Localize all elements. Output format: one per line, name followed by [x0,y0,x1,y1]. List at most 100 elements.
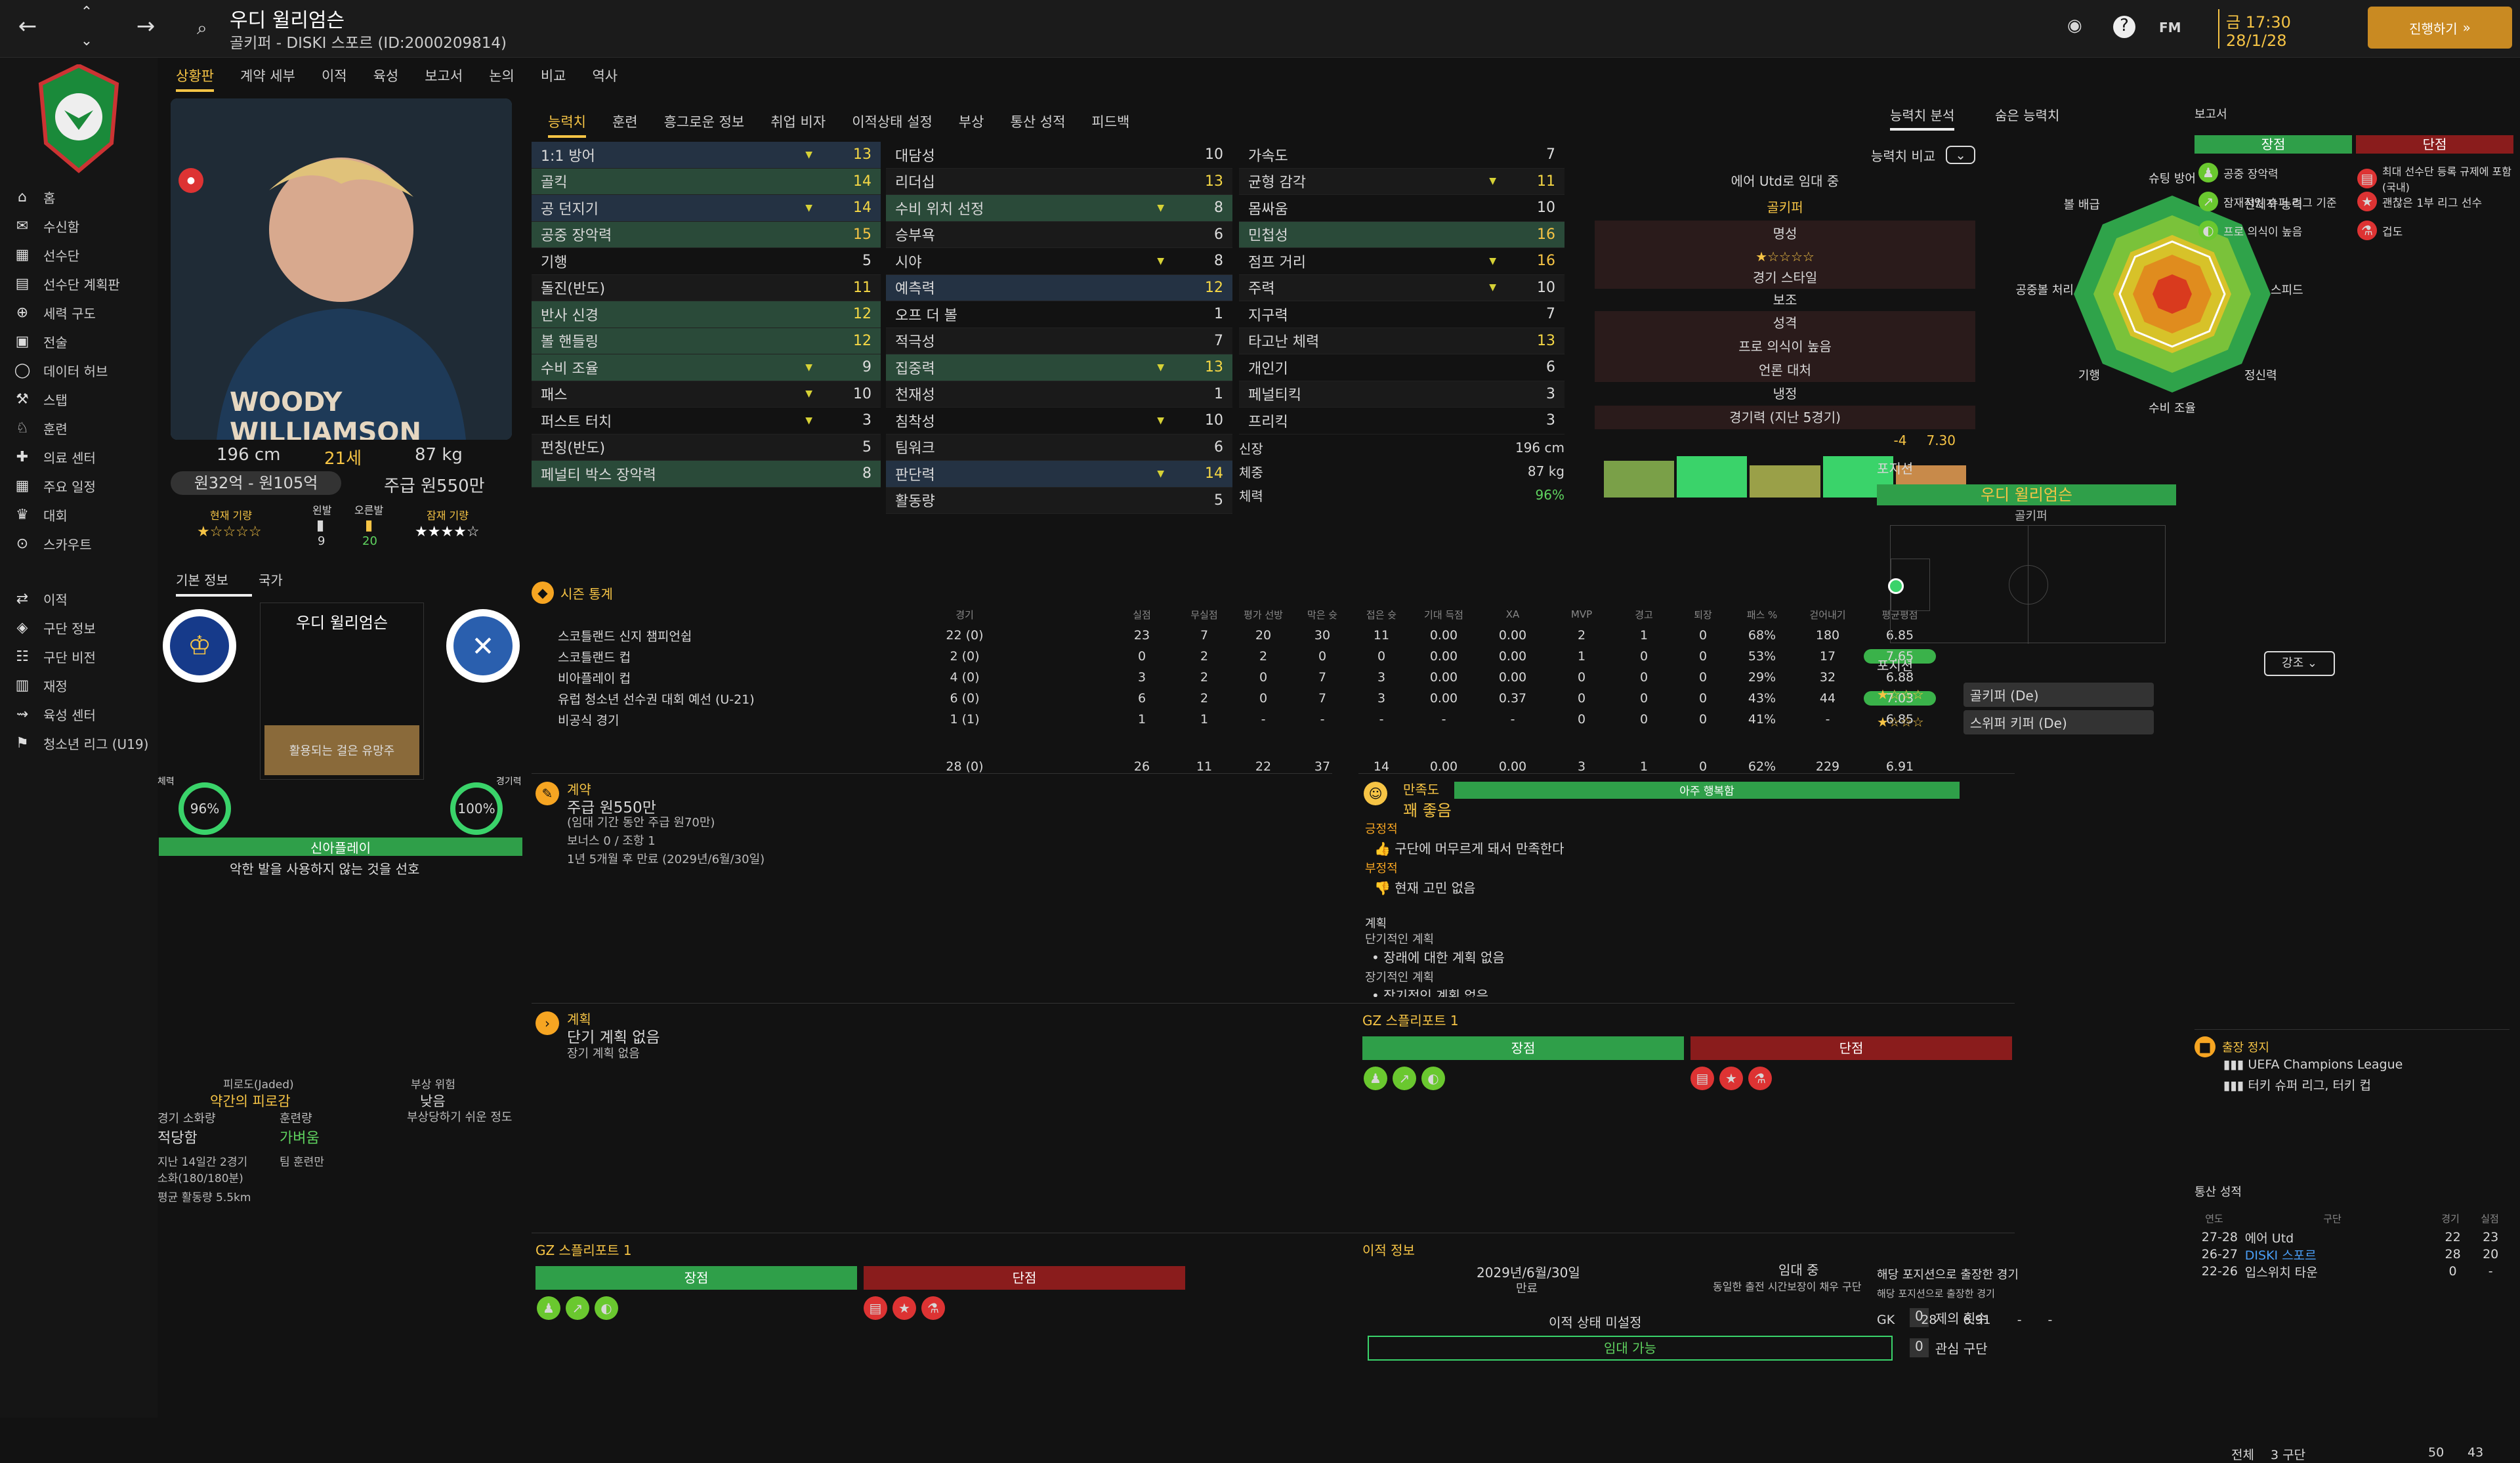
sidebar-item[interactable]: ✉ 수신함 [13,211,158,240]
subtab[interactable]: 육성 [373,68,399,84]
gz-title-bottom[interactable]: GZ 스플리포트 1 [536,1242,632,1258]
sidebar-item[interactable]: ⊙ 스카우트 [13,529,158,558]
tab-basic-info[interactable]: 기본 정보 [176,570,252,597]
stats-header[interactable]: 패스 % [1746,608,1778,621]
attribute-row[interactable]: 적극성 7 [886,328,1232,354]
attribute-row[interactable]: 민첩성 16 [1239,221,1564,248]
attribute-row[interactable]: 대담성 10 [886,142,1232,169]
attribute-row[interactable]: 반사 신경 12 [532,301,881,328]
stats-header[interactable]: 실점 [1133,608,1151,621]
role1-select[interactable]: 골키퍼 (De) [1963,682,2154,707]
plans-title[interactable]: 계획 [567,1011,591,1027]
tab-nation[interactable]: 국가 [259,572,283,588]
attribute-row[interactable]: 활동량 5 [886,487,1232,514]
search-icon[interactable]: ⌕ [197,17,207,39]
stats-header[interactable]: 걷어내기 [1809,608,1846,621]
sidebar-item[interactable]: ⚑ 청소년 리그 (U19) [13,729,158,757]
gz-title-top[interactable]: GZ 스플리포트 1 [1362,1013,1459,1028]
career-row[interactable]: 22-26 입스위치 타운 0 - [2194,1263,2510,1280]
contract-title[interactable]: 계약 [567,782,591,797]
sidebar-item[interactable]: ▦ 주요 일정 [13,471,158,500]
attribute-row[interactable]: 펀칭(반도) 5 [532,434,881,461]
stats-header[interactable]: 접은 슛 [1366,608,1397,621]
loan-available[interactable]: 임대 가능 [1368,1336,1893,1361]
attribute-row[interactable]: 페널티킥 3 [1239,381,1564,408]
stats-header[interactable]: 퇴장 [1694,608,1712,621]
sidebar-item[interactable]: ♘ 훈련 [13,413,158,442]
attribute-row[interactable]: 리더십 13 [886,168,1232,195]
career-row[interactable]: 27-28 에어 Utd 22 23 [2194,1229,2510,1246]
attribute-row[interactable]: 기행 5 [532,248,881,275]
attribute-row[interactable]: 오프 더 볼 1 [886,301,1232,328]
sidebar-item[interactable]: ⇄ 이적 [13,584,158,613]
stats-header[interactable]: 경기 [956,608,974,621]
attribute-row[interactable]: 지구력 7 [1239,301,1564,328]
forward-arrow-icon[interactable]: → [136,13,156,39]
highlight-button[interactable]: 강조 ⌄ [2264,651,2335,676]
attribute-row[interactable]: 승부욕 6 [886,221,1232,248]
attribute-row[interactable]: 골킥 14 [532,168,881,195]
attribute-row[interactable]: 페널티 박스 장악력 8 [532,461,881,488]
sidebar-item[interactable]: ♛ 대회 [13,500,158,529]
attribute-row[interactable]: 예측력 12 [886,274,1232,301]
continue-button[interactable]: 진행하기 » [2368,7,2512,49]
stats-header[interactable]: 기대 득점 [1424,608,1463,621]
subtab[interactable]: 비교 [540,68,566,84]
attribute-row[interactable]: 수비 조율 ▼ 9 [532,354,881,381]
subtab[interactable]: 상황판 [176,66,214,92]
attribute-row[interactable]: 돌진(반도) 11 [532,274,881,301]
attribute-row[interactable]: 프리킥 3 [1239,408,1564,435]
attribute-row[interactable]: 시야 ▼ 8 [886,248,1232,275]
stats-row[interactable]: 유럽 청소년 선수권 대회 예선 (U-21) 6 (0) 6 2 0 7 3 0.00 0.3… [532,688,2015,709]
sidebar-item[interactable]: ▦ 선수단 [13,240,158,269]
attribute-row[interactable]: 침착성 ▼ 10 [886,408,1232,435]
sidebar-item[interactable]: ◈ 구단 정보 [13,613,158,642]
stats-header[interactable]: 평균평점 [1881,608,1918,621]
attr-tab[interactable]: 흥그로운 정보 [663,114,745,130]
attribute-row[interactable]: 천재성 1 [886,381,1232,408]
attribute-row[interactable]: 팀워크 6 [886,434,1232,461]
subtab[interactable]: 이적 [321,68,347,84]
stats-header[interactable]: 막은 슛 [1307,608,1338,621]
fm-logo[interactable]: FM [2159,20,2181,35]
career-row[interactable]: 26-27 DISKI 스포르 28 20 [2194,1246,2510,1263]
stats-header[interactable]: MVP [1570,608,1593,620]
stats-header[interactable]: XA [1505,608,1520,620]
attribute-row[interactable]: 퍼스트 터치 ▼ 3 [532,408,881,435]
transfer-title[interactable]: 이적 정보 [1362,1242,1415,1258]
attribute-row[interactable]: 가속도 7 [1239,142,1564,169]
tab-ability-analysis[interactable]: 능력치 분석 [1890,105,1955,131]
down-chevron-icon[interactable]: ⌄ [80,33,93,49]
stats-header[interactable]: 경고 [1635,608,1653,621]
subtab[interactable]: 계약 세부 [240,68,295,84]
stats-row[interactable]: 비공식 경기 1 (1) 1 1 - - - - - 0 0 0 41% - 6.85 [532,709,2015,730]
subtab[interactable]: 논의 [489,68,514,84]
up-chevron-icon[interactable]: ⌃ [80,4,93,20]
subtab[interactable]: 보고서 [425,68,463,84]
attribute-row[interactable]: 1:1 방어 ▼ 13 [532,142,881,169]
subtab[interactable]: 역사 [592,68,618,84]
sidebar-item[interactable]: ⚒ 스탭 [13,385,158,413]
attr-tab[interactable]: 능력치 [548,112,586,138]
attr-tab[interactable]: 훈련 [612,114,638,130]
attribute-row[interactable]: 공중 장악력 15 [532,221,881,248]
sidebar-item[interactable]: ☷ 구단 비전 [13,642,158,671]
stats-row[interactable]: 스코틀랜드 신지 챔피언쉽 22 (0) 23 7 20 30 11 0.00 0.00 2 1 0 6… [532,625,2015,646]
attribute-row[interactable]: 개인기 6 [1239,354,1564,381]
compare-dropdown-icon[interactable]: ⌄ [1946,146,1975,164]
sidebar-item[interactable]: ⊕ 세력 구도 [13,298,158,327]
attribute-row[interactable]: 몸싸움 10 [1239,195,1564,222]
stats-title[interactable]: 시즌 통계 [560,585,613,602]
stats-header[interactable]: 무실점 [1190,608,1218,621]
happiness-title[interactable]: 만족도 [1403,782,1440,797]
sidebar-item[interactable]: ✚ 의료 센터 [13,442,158,471]
attr-tab[interactable]: 통산 성적 [1010,114,1066,130]
attr-tab[interactable]: 취업 비자 [770,114,826,130]
globe-icon[interactable]: ◉ [2067,16,2082,35]
sidebar-item[interactable]: ⇝ 육성 센터 [13,700,158,729]
sidebar-item[interactable]: ⌂ 홈 [13,182,158,211]
back-arrow-icon[interactable]: ← [18,13,37,39]
help-icon[interactable]: ? [2113,16,2135,38]
attribute-row[interactable]: 균형 감각 ▼ 11 [1239,168,1564,195]
stats-row[interactable]: 스코틀랜드 컵 2 (0) 0 2 2 0 0 0.00 0.00 1 0 0 53% 17 7.65 [532,646,2015,667]
